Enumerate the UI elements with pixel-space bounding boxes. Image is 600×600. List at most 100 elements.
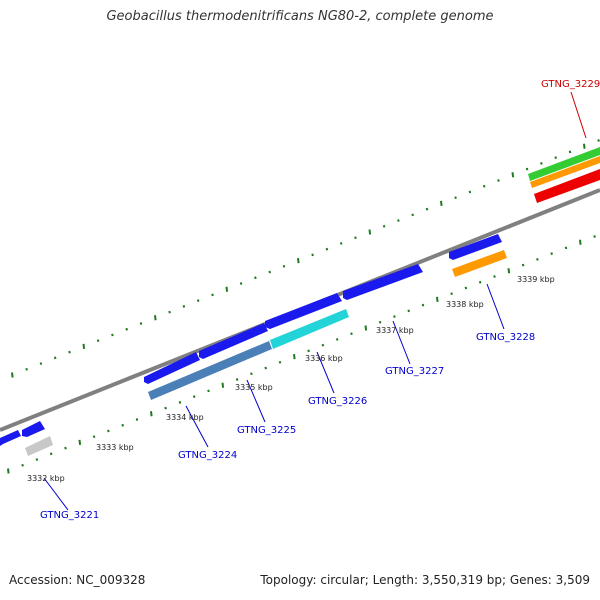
tick-mark <box>583 143 586 149</box>
tick-mark <box>53 356 57 360</box>
tick-mark <box>68 350 71 354</box>
tick-mark <box>268 270 271 274</box>
tick-mark <box>593 235 596 238</box>
tick-mark <box>111 333 114 337</box>
tick-mark <box>597 139 600 142</box>
kbp-label: 3334 kbp <box>166 413 204 422</box>
tick-mark <box>411 213 414 217</box>
kbp-label: 3333 kbp <box>96 443 134 452</box>
tick-mark <box>35 458 39 461</box>
gene-label-gtng-3226[interactable]: GTNG_3226 <box>308 396 367 407</box>
kbp-label: 3339 kbp <box>517 275 555 284</box>
tick-mark <box>239 282 243 285</box>
tick-mark <box>478 280 482 284</box>
tick-mark <box>211 293 214 297</box>
gene-forward-block[interactable] <box>449 234 502 260</box>
tick-mark <box>293 353 296 360</box>
tick-mark <box>264 366 267 370</box>
tick-mark <box>192 395 196 399</box>
tick-mark <box>382 224 386 228</box>
tick-mark <box>49 452 53 456</box>
tick-mark <box>307 349 310 353</box>
tick-mark <box>493 275 496 278</box>
kbp-label: 3338 kbp <box>446 300 484 309</box>
tick-mark <box>225 286 229 292</box>
tick-mark <box>468 190 472 194</box>
tick-mark <box>321 343 325 347</box>
tick-mark <box>464 286 468 290</box>
tick-mark <box>579 239 582 245</box>
tick-mark <box>325 247 329 251</box>
gene-steelblue-block[interactable] <box>148 341 272 400</box>
topology-text: Topology: circular; Length: 3,550,319 bp… <box>260 573 590 587</box>
tick-mark <box>497 179 500 182</box>
tick-marks <box>7 139 600 474</box>
leader-line <box>392 320 411 365</box>
gene-cyan-block[interactable] <box>270 309 349 349</box>
tick-mark <box>92 435 96 439</box>
tick-mark <box>107 429 110 433</box>
leader-line <box>43 477 69 511</box>
tick-mark <box>568 150 572 154</box>
gene-orange-strip[interactable] <box>530 156 600 188</box>
tick-mark <box>425 207 429 211</box>
tick-mark <box>207 389 210 393</box>
kbp-label: 3336 kbp <box>305 354 343 363</box>
leader-line <box>486 283 505 330</box>
gene-label-gtng-3221[interactable]: GTNG_3221 <box>40 510 99 521</box>
tick-mark <box>125 327 128 331</box>
gene-forward-block[interactable] <box>22 421 45 437</box>
gene-label-gtng-3229[interactable]: GTNG_3229 <box>541 79 600 90</box>
gene-forward-block[interactable] <box>265 293 342 329</box>
tick-mark <box>282 264 286 268</box>
tick-mark <box>511 172 515 178</box>
tick-mark <box>297 257 300 264</box>
gene-orange-block[interactable] <box>452 250 507 277</box>
gene-label-gtng-3227[interactable]: GTNG_3227 <box>385 366 444 377</box>
tick-mark <box>64 446 67 450</box>
tick-mark <box>182 304 186 308</box>
tick-mark <box>164 406 167 410</box>
tick-mark <box>407 309 410 313</box>
gene-forward-block[interactable] <box>199 323 268 359</box>
tick-mark <box>397 219 400 222</box>
gene-label-gtng-3228[interactable]: GTNG_3228 <box>476 332 535 343</box>
tick-mark <box>254 276 257 280</box>
tick-mark <box>378 320 382 324</box>
tick-mark <box>507 268 511 274</box>
tick-mark <box>82 343 86 350</box>
tick-mark <box>78 439 82 446</box>
leader-line <box>316 351 335 394</box>
tick-mark <box>354 236 357 240</box>
gene-green-block[interactable] <box>528 147 600 181</box>
tick-mark <box>278 360 282 364</box>
leader-line-red <box>570 91 587 139</box>
gene-label-gtng-3225[interactable]: GTNG_3225 <box>237 425 296 436</box>
tick-mark <box>11 372 14 378</box>
tick-mark <box>196 299 200 303</box>
gene-forward-block[interactable] <box>144 352 200 384</box>
gene-label-gtng-3224[interactable]: GTNG_3224 <box>178 450 237 461</box>
tick-mark <box>7 468 10 474</box>
tick-mark <box>536 257 539 261</box>
tick-mark <box>335 338 339 341</box>
leader-line <box>185 405 209 448</box>
kbp-label: 3332 kbp <box>27 474 65 483</box>
gene-gray-block[interactable] <box>25 436 53 456</box>
tick-mark <box>139 322 143 325</box>
tick-mark <box>39 362 43 365</box>
tick-mark <box>25 367 28 371</box>
tick-mark <box>339 242 343 245</box>
tick-mark <box>368 229 372 235</box>
gene-forward-block[interactable] <box>343 264 423 300</box>
tick-mark <box>121 423 124 427</box>
tick-mark <box>421 303 425 307</box>
map-title: Geobacillus thermodenitrificans NG80-2, … <box>106 9 494 24</box>
gene-forward-block[interactable] <box>0 430 21 446</box>
tick-mark <box>221 382 225 388</box>
tick-mark <box>311 253 314 257</box>
tick-mark <box>154 315 157 321</box>
tick-mark <box>436 296 439 303</box>
gene-red-block[interactable] <box>534 169 600 203</box>
